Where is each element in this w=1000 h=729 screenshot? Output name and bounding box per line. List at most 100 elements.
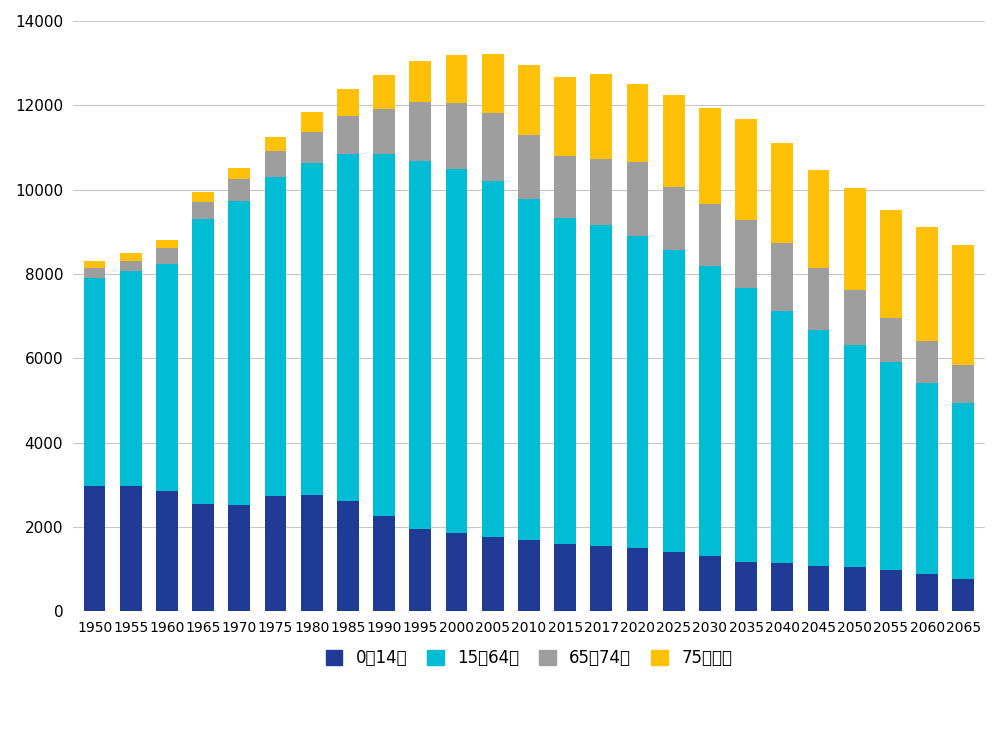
Bar bbox=[952, 403, 974, 580]
Bar bbox=[735, 562, 757, 611]
Bar bbox=[409, 102, 431, 161]
Bar bbox=[192, 219, 214, 504]
Bar bbox=[627, 162, 648, 235]
Bar bbox=[301, 112, 323, 132]
Bar bbox=[952, 580, 974, 611]
Bar bbox=[590, 74, 612, 159]
Bar bbox=[771, 143, 793, 243]
Bar bbox=[373, 155, 395, 516]
Bar bbox=[84, 278, 105, 486]
Bar bbox=[192, 504, 214, 611]
Bar bbox=[446, 169, 467, 534]
Bar bbox=[265, 152, 286, 177]
Bar bbox=[699, 265, 721, 555]
Bar bbox=[265, 136, 286, 152]
Bar bbox=[590, 545, 612, 611]
Bar bbox=[518, 66, 540, 135]
Bar bbox=[771, 563, 793, 611]
Bar bbox=[337, 116, 359, 154]
Bar bbox=[771, 243, 793, 311]
Bar bbox=[409, 161, 431, 529]
Bar bbox=[192, 192, 214, 202]
Bar bbox=[301, 132, 323, 163]
Bar bbox=[952, 365, 974, 403]
Bar bbox=[301, 495, 323, 611]
Bar bbox=[482, 537, 504, 611]
Bar bbox=[120, 253, 142, 261]
Bar bbox=[627, 548, 648, 611]
Bar bbox=[627, 84, 648, 162]
Bar bbox=[916, 341, 938, 383]
Bar bbox=[156, 491, 178, 611]
Bar bbox=[337, 154, 359, 502]
Bar bbox=[880, 362, 902, 570]
Bar bbox=[337, 89, 359, 116]
Bar bbox=[663, 552, 685, 611]
Bar bbox=[916, 227, 938, 341]
Bar bbox=[482, 55, 504, 113]
Bar bbox=[663, 95, 685, 187]
Bar bbox=[84, 262, 105, 268]
Bar bbox=[590, 225, 612, 545]
Bar bbox=[373, 75, 395, 109]
Legend: 0～14歳, 15～64歳, 65～74歳, 75歳以上: 0～14歳, 15～64歳, 65～74歳, 75歳以上 bbox=[319, 642, 739, 674]
Bar bbox=[482, 113, 504, 182]
Bar bbox=[844, 567, 866, 611]
Bar bbox=[409, 61, 431, 102]
Bar bbox=[409, 529, 431, 611]
Bar bbox=[554, 156, 576, 218]
Bar bbox=[844, 290, 866, 345]
Bar bbox=[880, 211, 902, 318]
Bar bbox=[156, 248, 178, 264]
Bar bbox=[228, 201, 250, 505]
Bar bbox=[916, 574, 938, 611]
Bar bbox=[554, 218, 576, 544]
Bar bbox=[120, 486, 142, 611]
Bar bbox=[120, 261, 142, 271]
Bar bbox=[808, 330, 829, 566]
Bar bbox=[554, 544, 576, 611]
Bar bbox=[735, 119, 757, 220]
Bar bbox=[844, 188, 866, 290]
Bar bbox=[771, 311, 793, 563]
Bar bbox=[337, 502, 359, 611]
Bar bbox=[301, 163, 323, 495]
Bar bbox=[590, 159, 612, 225]
Bar bbox=[446, 534, 467, 611]
Bar bbox=[663, 187, 685, 249]
Bar bbox=[808, 171, 829, 268]
Bar bbox=[518, 135, 540, 198]
Bar bbox=[446, 55, 467, 104]
Bar bbox=[699, 204, 721, 265]
Bar bbox=[880, 570, 902, 611]
Bar bbox=[156, 240, 178, 248]
Bar bbox=[663, 249, 685, 552]
Bar bbox=[265, 177, 286, 496]
Bar bbox=[627, 235, 648, 548]
Bar bbox=[880, 318, 902, 362]
Bar bbox=[84, 268, 105, 278]
Bar bbox=[156, 264, 178, 491]
Bar bbox=[228, 168, 250, 179]
Bar bbox=[265, 496, 286, 611]
Bar bbox=[518, 540, 540, 611]
Bar bbox=[808, 566, 829, 611]
Bar bbox=[373, 516, 395, 611]
Bar bbox=[446, 104, 467, 169]
Bar bbox=[518, 198, 540, 540]
Bar bbox=[228, 505, 250, 611]
Bar bbox=[192, 202, 214, 219]
Bar bbox=[916, 383, 938, 574]
Bar bbox=[952, 246, 974, 365]
Bar bbox=[699, 555, 721, 611]
Bar bbox=[373, 109, 395, 155]
Bar bbox=[228, 179, 250, 201]
Bar bbox=[699, 109, 721, 204]
Bar bbox=[735, 288, 757, 562]
Bar bbox=[844, 345, 866, 567]
Bar bbox=[554, 77, 576, 156]
Bar bbox=[808, 268, 829, 330]
Bar bbox=[120, 271, 142, 486]
Bar bbox=[735, 220, 757, 288]
Bar bbox=[482, 182, 504, 537]
